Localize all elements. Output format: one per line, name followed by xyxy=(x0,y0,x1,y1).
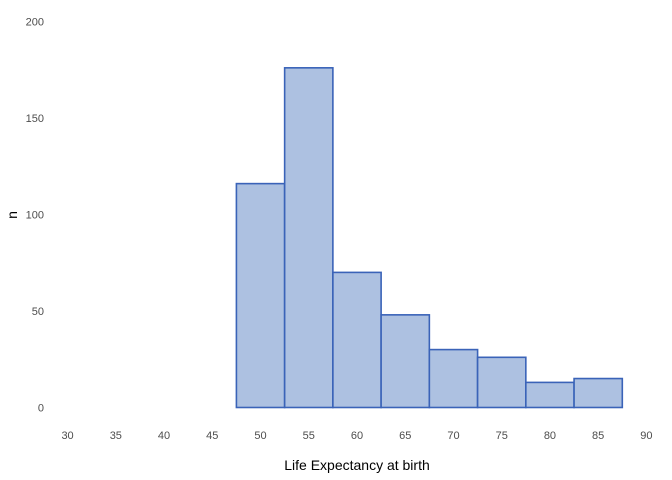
x-tick-label: 80 xyxy=(544,430,556,442)
x-axis-title: Life Expectancy at birth xyxy=(284,457,430,473)
bars-layer xyxy=(235,67,624,409)
y-tick-label: 150 xyxy=(26,113,44,125)
histogram-bar xyxy=(332,271,382,409)
x-axis-tick-labels: 30 35 40 45 50 55 60 65 70 75 80 85 90 xyxy=(61,430,652,442)
y-tick-label: 50 xyxy=(32,306,44,318)
x-tick-label: 70 xyxy=(447,430,459,442)
y-tick-label: 0 xyxy=(38,402,44,414)
histogram-bar xyxy=(525,381,575,409)
x-tick-label: 65 xyxy=(399,430,411,442)
y-tick-label: 100 xyxy=(26,210,44,222)
x-tick-label: 50 xyxy=(254,430,266,442)
histogram-bar xyxy=(283,67,334,409)
histogram-bar xyxy=(476,356,527,409)
y-axis-tick-labels: 0 50 100 150 200 xyxy=(26,17,44,415)
x-tick-label: 90 xyxy=(640,430,652,442)
x-tick-label: 75 xyxy=(496,430,508,442)
x-tick-label: 30 xyxy=(61,430,73,442)
y-tick-label: 200 xyxy=(26,17,44,29)
x-tick-label: 35 xyxy=(110,430,122,442)
x-tick-label: 40 xyxy=(158,430,170,442)
y-axis-title: n xyxy=(4,211,20,219)
histogram-bar xyxy=(573,377,624,409)
x-tick-label: 85 xyxy=(592,430,604,442)
histogram-bar xyxy=(380,314,431,409)
histogram-bar xyxy=(235,182,286,409)
x-tick-label: 60 xyxy=(351,430,363,442)
x-tick-label: 45 xyxy=(206,430,218,442)
histogram-bar xyxy=(428,348,479,409)
x-tick-label: 55 xyxy=(303,430,315,442)
